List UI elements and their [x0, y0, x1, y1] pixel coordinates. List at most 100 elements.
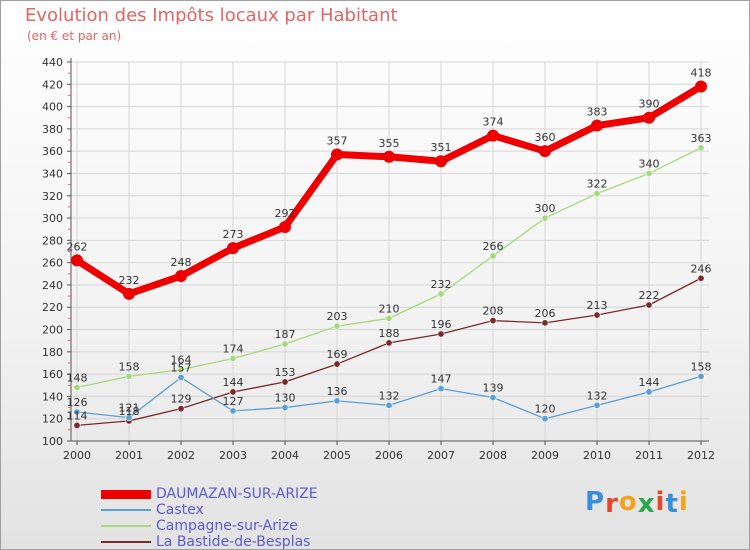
legend-label-campagne: Campagne-sur-Arize: [156, 518, 298, 534]
x-tick-label: 2005: [323, 449, 351, 462]
data-label: 357: [327, 135, 348, 148]
data-point: [541, 415, 549, 423]
data-label: 206: [535, 307, 556, 320]
y-tick-label: 420: [42, 78, 63, 91]
data-label: 383: [587, 106, 608, 119]
data-point: [125, 414, 133, 422]
x-tick-label: 2006: [375, 449, 403, 462]
legend-swatch-campagne: [101, 525, 151, 527]
data-point: [385, 339, 393, 347]
data-point: [695, 80, 707, 93]
data-label: 363: [691, 132, 712, 145]
logo-letter: i: [678, 487, 689, 517]
data-point: [437, 330, 445, 338]
legend-label-daumazan: DAUMAZAN-SUR-ARIZE: [156, 486, 318, 502]
data-point: [281, 378, 289, 386]
data-label: 203: [327, 310, 348, 323]
data-point: [73, 421, 81, 429]
data-point: [177, 366, 185, 374]
data-label: 148: [67, 371, 88, 384]
data-point: [591, 119, 603, 132]
data-point: [489, 252, 497, 260]
data-label: 121: [119, 402, 140, 415]
y-tick-label: 100: [42, 435, 63, 448]
data-label: 222: [639, 289, 660, 302]
chart-subtitle: (en € et par an): [27, 29, 122, 43]
data-point: [489, 394, 497, 402]
data-label: 157: [171, 361, 192, 374]
data-point: [71, 254, 83, 267]
data-point: [645, 388, 653, 396]
data-point: [333, 322, 341, 330]
data-point: [643, 111, 655, 124]
data-label: 208: [483, 305, 504, 318]
data-point: [279, 220, 291, 233]
logo-letter: i: [655, 487, 666, 517]
data-label: 120: [535, 403, 556, 416]
data-label: 213: [587, 299, 608, 312]
data-label: 322: [587, 178, 608, 191]
data-label: 300: [535, 202, 556, 215]
legend-label-castex: Castex: [156, 502, 204, 518]
legend-label-bastide: La Bastide-de-Besplas: [156, 534, 311, 550]
y-tick-label: 220: [42, 301, 63, 314]
data-point: [229, 407, 237, 415]
data-label: 147: [431, 373, 452, 386]
data-label: 136: [327, 385, 348, 398]
x-tick-label: 2000: [63, 449, 91, 462]
data-label: 129: [171, 393, 192, 406]
y-tick-label: 280: [42, 234, 63, 247]
data-point: [385, 314, 393, 322]
data-label: 360: [535, 131, 556, 144]
data-point: [697, 372, 705, 380]
logo-letter: r: [605, 489, 619, 519]
y-tick-label: 320: [42, 190, 63, 203]
data-point: [541, 214, 549, 222]
data-point: [593, 190, 601, 198]
y-tick-label: 240: [42, 279, 63, 292]
y-tick-label: 360: [42, 145, 63, 158]
data-point: [331, 148, 343, 161]
x-tick-label: 2001: [115, 449, 143, 462]
data-point: [593, 401, 601, 409]
data-point: [229, 355, 237, 363]
x-tick-label: 2012: [687, 449, 715, 462]
data-point: [385, 401, 393, 409]
data-label: 153: [275, 366, 296, 379]
chart-title: Evolution des Impôts locaux par Habitant: [25, 5, 398, 26]
x-tick-label: 2003: [219, 449, 247, 462]
y-tick-label: 120: [42, 413, 63, 426]
data-point: [593, 311, 601, 319]
data-point: [697, 144, 705, 152]
data-point: [175, 270, 187, 283]
logo-letter: P: [585, 487, 606, 517]
data-point: [333, 360, 341, 368]
data-label: 390: [639, 98, 660, 111]
data-point: [697, 274, 705, 282]
y-tick-label: 260: [42, 257, 63, 270]
y-tick-label: 380: [42, 123, 63, 136]
y-tick-label: 300: [42, 212, 63, 225]
legend-swatch-bastide: [101, 541, 151, 543]
data-label: 164: [171, 354, 192, 367]
y-tick-label: 340: [42, 167, 63, 180]
data-point: [645, 169, 653, 177]
logo-letter: t: [665, 489, 679, 519]
data-label: 262: [67, 240, 88, 253]
data-label: 246: [691, 262, 712, 275]
data-point: [73, 383, 81, 391]
data-point: [227, 242, 239, 255]
data-label: 188: [379, 327, 400, 340]
data-label: 139: [483, 382, 504, 395]
data-label: 355: [379, 137, 400, 150]
data-label: 292: [275, 207, 296, 220]
data-point: [437, 290, 445, 298]
logo-letter: x: [637, 489, 656, 519]
data-point: [229, 388, 237, 396]
legend-swatch-castex: [101, 509, 151, 511]
data-label: 232: [119, 274, 140, 287]
legend-swatch-daumazan: [101, 490, 151, 499]
x-tick-label: 2010: [583, 449, 611, 462]
